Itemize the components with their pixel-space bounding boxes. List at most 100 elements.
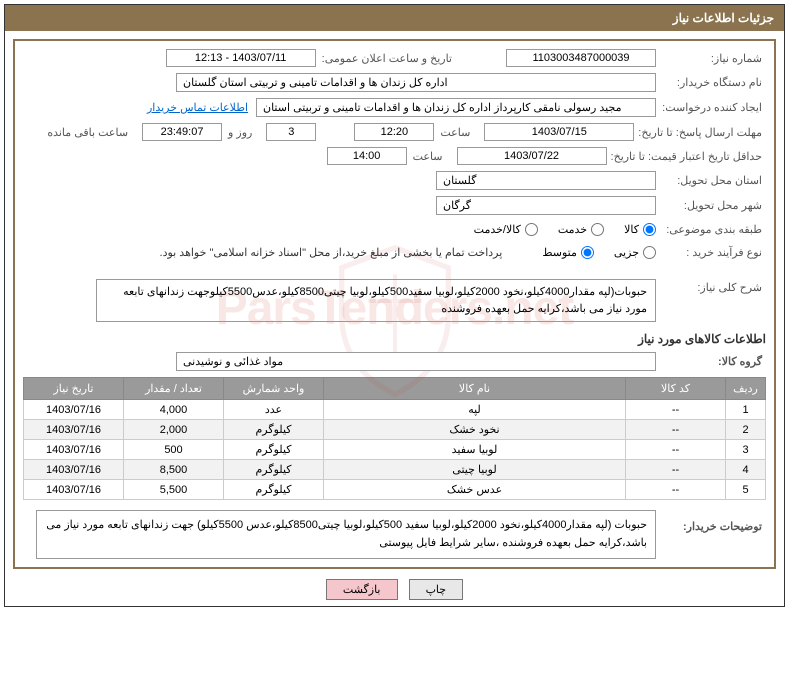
cell-unit: کیلوگرم <box>224 480 324 500</box>
payment-note: پرداخت تمام یا بخشی از مبلغ خرید،از محل … <box>160 246 503 259</box>
cell-name: لپه <box>324 400 626 420</box>
cell-code: -- <box>626 440 726 460</box>
cell-date: 1403/07/16 <box>24 420 124 440</box>
buyer-desc-label: توضیحات خریدار: <box>656 510 766 535</box>
cell-qty: 4,000 <box>124 400 224 420</box>
cell-code: -- <box>626 400 726 420</box>
radio-goods[interactable]: کالا <box>624 223 656 236</box>
need-no-label: شماره نیاز: <box>656 50 766 67</box>
process-radio-group: جزیی متوسط <box>542 246 656 259</box>
category-radio-group: کالا خدمت کالا/خدمت <box>474 223 656 236</box>
cell-name: لوبیا سفید <box>324 440 626 460</box>
th-date: تاریخ نیاز <box>24 378 124 400</box>
cell-row: 4 <box>726 460 766 480</box>
cell-code: -- <box>626 480 726 500</box>
radio-service-input[interactable] <box>591 223 604 236</box>
cell-date: 1403/07/16 <box>24 480 124 500</box>
radio-partial-input[interactable] <box>643 246 656 259</box>
radio-service[interactable]: خدمت <box>558 223 604 236</box>
th-qty: تعداد / مقدار <box>124 378 224 400</box>
back-button[interactable]: بازگشت <box>326 579 398 600</box>
header-bar: جزئیات اطلاعات نیاز <box>5 5 784 31</box>
requester-label: ایجاد کننده درخواست: <box>656 99 766 116</box>
cell-date: 1403/07/16 <box>24 440 124 460</box>
th-unit: واحد شمارش <box>224 378 324 400</box>
print-button[interactable]: چاپ <box>409 579 464 600</box>
radio-service-label: خدمت <box>558 223 587 236</box>
cell-row: 5 <box>726 480 766 500</box>
summary-label: شرح کلی نیاز: <box>656 279 766 296</box>
cell-name: نخود خشک <box>324 420 626 440</box>
group-field: مواد غذائی و نوشیدنی <box>176 352 656 371</box>
th-code: کد کالا <box>626 378 726 400</box>
cell-name: لوبیا چیتی <box>324 460 626 480</box>
th-row: ردیف <box>726 378 766 400</box>
cell-qty: 2,000 <box>124 420 224 440</box>
cell-date: 1403/07/16 <box>24 460 124 480</box>
radio-medium-input[interactable] <box>581 246 594 259</box>
table-row: 2--نخود خشککیلوگرم2,0001403/07/16 <box>24 420 766 440</box>
city-field: گرگان <box>436 196 656 215</box>
contact-link[interactable]: اطلاعات تماس خریدار <box>147 101 248 114</box>
cell-date: 1403/07/16 <box>24 400 124 420</box>
days-and-label: روز و <box>222 126 258 139</box>
items-section-title: اطلاعات کالاهای مورد نیاز <box>23 332 766 346</box>
header-title: جزئیات اطلاعات نیاز <box>673 11 774 25</box>
deadline-date-field: 1403/07/15 <box>484 123 634 141</box>
radio-goods-input[interactable] <box>643 223 656 236</box>
table-row: 5--عدس خشککیلوگرم5,5001403/07/16 <box>24 480 766 500</box>
group-label: گروه کالا: <box>656 353 766 370</box>
validity-label: حداقل تاریخ اعتبار قیمت: تا تاریخ: <box>607 148 766 165</box>
days-count-field: 3 <box>266 123 316 141</box>
cell-unit: کیلوگرم <box>224 420 324 440</box>
radio-both[interactable]: کالا/خدمت <box>474 223 538 236</box>
validity-date-field: 1403/07/22 <box>457 147 607 165</box>
outer-frame: جزئیات اطلاعات نیاز ParsTenders.net شمار… <box>4 4 785 607</box>
radio-medium[interactable]: متوسط <box>542 246 594 259</box>
radio-both-input[interactable] <box>525 223 538 236</box>
summary-box: حبوبات(لپه مقدار4000کیلو،نخود 2000کیلو،ل… <box>96 279 656 322</box>
table-row: 1--لپهعدد4,0001403/07/16 <box>24 400 766 420</box>
cell-row: 2 <box>726 420 766 440</box>
cell-qty: 8,500 <box>124 460 224 480</box>
province-label: استان محل تحویل: <box>656 172 766 189</box>
radio-partial[interactable]: جزیی <box>614 246 656 259</box>
cell-unit: کیلوگرم <box>224 440 324 460</box>
cell-row: 3 <box>726 440 766 460</box>
content-panel: ParsTenders.net شماره نیاز: 110300348700… <box>13 39 776 569</box>
table-row: 3--لوبیا سفیدکیلوگرم5001403/07/16 <box>24 440 766 460</box>
process-label: نوع فرآیند خرید : <box>656 244 766 261</box>
cell-unit: عدد <box>224 400 324 420</box>
time-label-2: ساعت <box>407 150 449 163</box>
province-field: گلستان <box>436 171 656 190</box>
city-label: شهر محل تحویل: <box>656 197 766 214</box>
announce-field: 1403/07/11 - 12:13 <box>166 49 316 67</box>
cell-unit: کیلوگرم <box>224 460 324 480</box>
cell-name: عدس خشک <box>324 480 626 500</box>
buyer-desc-box: حبوبات (لپه مقدار4000کیلو،نخود 2000کیلو،… <box>36 510 656 559</box>
need-no-field: 1103003487000039 <box>506 49 656 67</box>
deadline-time-field: 12:20 <box>354 123 434 141</box>
cell-qty: 500 <box>124 440 224 460</box>
cell-code: -- <box>626 460 726 480</box>
validity-time-field: 14:00 <box>327 147 407 165</box>
button-row: چاپ بازگشت <box>5 579 784 600</box>
time-label-1: ساعت <box>434 126 476 139</box>
announce-label: تاریخ و ساعت اعلان عمومی: <box>316 52 458 65</box>
remaining-label: ساعت باقی مانده <box>41 126 134 139</box>
items-table: ردیف کد کالا نام کالا واحد شمارش تعداد /… <box>23 377 766 500</box>
radio-partial-label: جزیی <box>614 246 639 259</box>
category-label: طبقه بندی موضوعی: <box>656 221 766 238</box>
cell-code: -- <box>626 420 726 440</box>
buyer-org-field: اداره کل زندان ها و اقدامات تامینی و ترب… <box>176 73 656 92</box>
cell-row: 1 <box>726 400 766 420</box>
requester-field: مجید رسولی نامقی کارپرداز اداره کل زندان… <box>256 98 656 117</box>
table-row: 4--لوبیا چیتیکیلوگرم8,5001403/07/16 <box>24 460 766 480</box>
countdown-field: 23:49:07 <box>142 123 222 141</box>
cell-qty: 5,500 <box>124 480 224 500</box>
radio-medium-label: متوسط <box>542 246 577 259</box>
deadline-send-label: مهلت ارسال پاسخ: تا تاریخ: <box>634 124 766 141</box>
th-name: نام کالا <box>324 378 626 400</box>
radio-goods-label: کالا <box>624 223 639 236</box>
radio-both-label: کالا/خدمت <box>474 223 521 236</box>
